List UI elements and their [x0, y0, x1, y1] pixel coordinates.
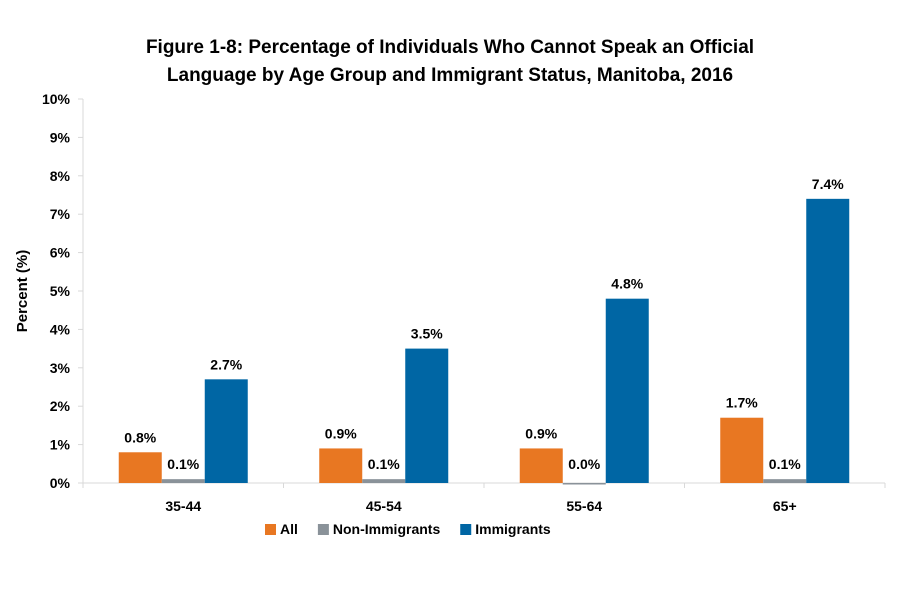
y-tick-label: 6%: [50, 245, 71, 261]
legend-swatch-all: [265, 524, 276, 535]
y-tick-label: 4%: [50, 321, 71, 337]
bar-non-immigrants: [763, 479, 807, 483]
bar-non-immigrants: [562, 483, 606, 485]
data-label: 0.0%: [568, 456, 600, 472]
bar-all: [319, 448, 363, 483]
legend-label: Immigrants: [475, 521, 551, 537]
bar-immigrants: [204, 379, 248, 483]
data-label: 0.9%: [325, 425, 357, 441]
x-tick-label: 55-64: [566, 498, 602, 514]
y-tick-label: 7%: [50, 206, 71, 222]
bar-non-immigrants: [161, 479, 205, 483]
data-label: 0.1%: [368, 456, 400, 472]
y-tick-label: 2%: [50, 398, 71, 414]
data-label: 0.8%: [124, 429, 156, 445]
bar-all: [118, 452, 162, 483]
y-tick-label: 9%: [50, 129, 71, 145]
legend-label: All: [280, 521, 298, 537]
data-label: 1.7%: [726, 395, 758, 411]
y-tick-label: 0%: [50, 475, 71, 491]
y-tick-label: 10%: [42, 91, 71, 107]
y-tick-label: 8%: [50, 168, 71, 184]
x-tick-label: 65+: [773, 498, 797, 514]
bar-all: [519, 448, 563, 483]
legend-swatch-immigrants: [460, 524, 472, 535]
bar-immigrants: [806, 198, 850, 483]
chart-title-line-1: Figure 1-8: Percentage of Individuals Wh…: [145, 37, 755, 58]
data-label: 0.9%: [525, 425, 557, 441]
data-label: 7.4%: [812, 176, 844, 192]
data-label: 3.5%: [411, 326, 443, 342]
legend-label: Non-Immigrants: [333, 521, 441, 537]
data-label: 4.8%: [611, 276, 643, 292]
bar-immigrants: [405, 348, 449, 483]
bar-non-immigrants: [362, 479, 406, 483]
y-tick-label: 5%: [50, 283, 71, 299]
y-axis-label: Percent (%): [14, 250, 31, 333]
x-tick-label: 35-44: [165, 498, 201, 514]
chart-title-line-2: Language by Age Group and Immigrant Stat…: [166, 65, 734, 86]
data-label: 0.1%: [769, 456, 801, 472]
y-tick-label: 1%: [50, 437, 71, 453]
bar-all: [720, 417, 764, 483]
x-tick-label: 45-54: [366, 498, 402, 514]
bar-immigrants: [605, 298, 649, 483]
legend-swatch-non-immigrants: [317, 524, 329, 535]
y-tick-label: 3%: [50, 360, 71, 376]
data-label: 2.7%: [210, 356, 242, 372]
data-label: 0.1%: [167, 456, 199, 472]
